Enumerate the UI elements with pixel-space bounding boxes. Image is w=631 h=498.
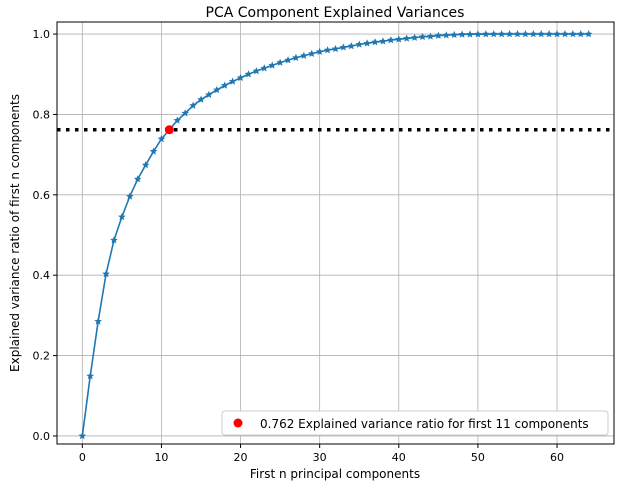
data-point-star bbox=[529, 30, 538, 38]
y-tick-label: 0.6 bbox=[33, 189, 51, 202]
legend: 0.762 Explained variance ratio for first… bbox=[221, 410, 609, 436]
data-point-star bbox=[513, 30, 522, 38]
data-point-star bbox=[402, 34, 411, 42]
legend-label: 0.762 Explained variance ratio for first… bbox=[260, 417, 589, 431]
data-point-star bbox=[426, 32, 435, 40]
data-point-star bbox=[228, 77, 237, 85]
data-point-star bbox=[434, 31, 443, 39]
data-point-star bbox=[197, 95, 205, 103]
data-point-star bbox=[363, 39, 371, 47]
data-point-star bbox=[244, 70, 253, 78]
data-point-star bbox=[474, 30, 482, 38]
data-point-star bbox=[86, 372, 95, 380]
y-tick-label: 0.8 bbox=[33, 108, 51, 121]
legend-marker bbox=[233, 418, 243, 428]
y-tick-label: 0.2 bbox=[33, 350, 51, 363]
plot-frame bbox=[56, 21, 615, 445]
data-point-star bbox=[553, 30, 561, 38]
highlight-point bbox=[164, 125, 174, 135]
data-point-star bbox=[418, 32, 427, 41]
data-point-star bbox=[220, 81, 229, 89]
data-point-star bbox=[173, 116, 182, 124]
data-point-star bbox=[252, 67, 261, 75]
data-point-star bbox=[339, 43, 348, 51]
ticks: 0 10 20 30 40 50 60 0.0 0.2 0.4 0.6 0.8 1.0 bbox=[33, 28, 565, 464]
data-point-star bbox=[94, 317, 102, 325]
data-point-star bbox=[458, 30, 466, 38]
x-tick-label: 30 bbox=[313, 451, 327, 464]
data-point-star bbox=[268, 61, 277, 69]
x-axis-label: First n principal components bbox=[250, 467, 420, 481]
data-point-star bbox=[181, 109, 189, 117]
data-point-star bbox=[537, 30, 546, 38]
data-point-star bbox=[300, 51, 308, 59]
series-layer bbox=[78, 30, 593, 440]
data-point-star bbox=[442, 31, 451, 39]
chart-title: PCA Component Explained Variances bbox=[206, 5, 465, 21]
data-point-star bbox=[157, 134, 166, 143]
data-point-star bbox=[347, 42, 356, 50]
x-tick-label: 10 bbox=[154, 451, 168, 464]
data-point-star bbox=[236, 73, 245, 82]
series-line bbox=[81, 33, 589, 437]
x-tick-label: 60 bbox=[550, 451, 564, 464]
data-point-star bbox=[371, 38, 379, 46]
y-tick-label: 0.4 bbox=[33, 269, 51, 282]
data-point-star bbox=[561, 30, 569, 38]
data-point-star bbox=[569, 30, 577, 38]
data-point-star bbox=[307, 49, 316, 57]
data-point-star bbox=[133, 175, 142, 183]
x-tick-label: 50 bbox=[471, 451, 485, 464]
data-point-star bbox=[292, 53, 300, 62]
data-point-star bbox=[379, 37, 387, 45]
legend-box bbox=[221, 410, 609, 436]
data-point-star bbox=[497, 30, 506, 38]
data-point-star bbox=[315, 47, 324, 55]
data-point-star bbox=[387, 36, 395, 44]
data-point-star bbox=[276, 58, 284, 66]
data-point-star bbox=[110, 236, 118, 244]
data-point-star bbox=[482, 30, 490, 38]
data-point-star bbox=[545, 30, 553, 38]
data-point-star bbox=[323, 46, 332, 54]
data-point-star bbox=[260, 64, 269, 72]
data-point-star bbox=[125, 192, 134, 200]
y-tick-label: 1.0 bbox=[33, 28, 51, 41]
data-point-star bbox=[149, 147, 158, 155]
data-point-star bbox=[102, 269, 110, 278]
data-point-star bbox=[205, 90, 213, 98]
data-point-star bbox=[284, 56, 292, 64]
data-point-star bbox=[78, 431, 87, 440]
y-tick-label: 0.0 bbox=[33, 430, 51, 443]
data-point-star bbox=[189, 101, 197, 109]
data-point-star bbox=[213, 85, 221, 94]
data-point-star bbox=[331, 44, 340, 53]
data-point-star bbox=[141, 161, 150, 169]
data-point-star bbox=[118, 212, 126, 221]
data-point-star bbox=[505, 30, 514, 38]
data-point-star bbox=[450, 30, 458, 39]
data-point-star bbox=[521, 30, 530, 38]
data-point-star bbox=[576, 30, 585, 38]
data-point-star bbox=[410, 33, 419, 41]
x-tick-label: 40 bbox=[392, 451, 406, 464]
data-point-star bbox=[394, 35, 403, 43]
grid bbox=[57, 22, 614, 444]
data-point-star bbox=[466, 30, 474, 38]
y-axis-label: Explained variance ratio of first n comp… bbox=[8, 94, 22, 372]
x-tick-label: 0 bbox=[79, 451, 86, 464]
x-tick-label: 20 bbox=[234, 451, 248, 464]
data-point-star bbox=[584, 30, 593, 38]
data-point-star bbox=[355, 40, 364, 48]
data-point-star bbox=[489, 30, 498, 38]
